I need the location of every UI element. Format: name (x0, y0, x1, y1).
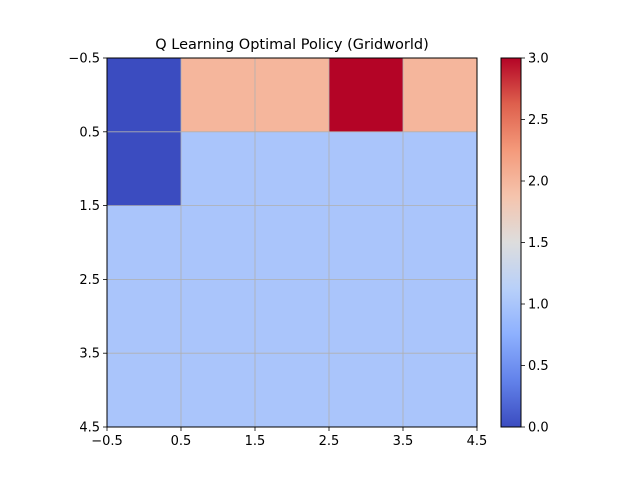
heatmap-cell-r0-c2 (255, 58, 329, 132)
heatmap-cell-r4-c1 (181, 353, 255, 427)
heatmap-cell-r3-c0 (107, 279, 181, 354)
heatmap-cell-r2-c3 (329, 205, 403, 280)
x-tick-label-3: 2.5 (319, 434, 340, 449)
x-axis-ticks: −0.5 0.5 1.5 2.5 3.5 4.5 (91, 427, 487, 449)
heatmap-cell-r2-c2 (255, 205, 329, 280)
x-tick-label-0: −0.5 (91, 434, 123, 449)
x-tick-label-4: 3.5 (393, 434, 414, 449)
colorbar: 0.0 0.5 1.0 1.5 2.0 2.5 3.0 (500, 52, 549, 436)
heatmap-cell-r2-c0 (107, 205, 181, 280)
heatmap-cell-r4-c4 (403, 353, 477, 427)
heatmap-cell-r2-c1 (181, 205, 255, 280)
y-tick-label-5: 4.5 (79, 421, 100, 436)
axes-frame (106, 57, 478, 428)
heatmap-cell-r1-c1 (181, 131, 255, 206)
y-tick-label-1: 0.5 (79, 125, 100, 140)
heatmap-cell-r1-c2 (255, 131, 329, 206)
y-tick-label-2: 1.5 (79, 199, 100, 214)
heatmap-cell-r1-c3 (329, 131, 403, 206)
x-tick-label-2: 1.5 (245, 434, 266, 449)
colorbar-tick-label-2: 1.0 (528, 298, 549, 313)
heatmap-cell-r1-c0 (107, 131, 181, 206)
heatmap-cell-r1-c4 (403, 131, 477, 206)
y-tick-label-3: 2.5 (79, 273, 100, 288)
colorbar-tick-label-0: 0.0 (528, 421, 549, 436)
colorbar-tick-label-3: 1.5 (528, 236, 549, 251)
y-tick-label-0: −0.5 (68, 52, 100, 67)
colorbar-tick-label-1: 0.5 (528, 359, 549, 374)
heatmap-cell-r3-c3 (329, 279, 403, 354)
heatmap-cell-r4-c3 (329, 353, 403, 427)
colorbar-gradient (501, 58, 521, 427)
colorbar-tick-label-5: 2.5 (528, 113, 549, 128)
heatmap-cell-r4-c2 (255, 353, 329, 427)
y-tick-label-4: 3.5 (79, 347, 100, 362)
heatmap-cell-r3-c1 (181, 279, 255, 354)
colorbar-tick-label-6: 3.0 (528, 52, 549, 67)
x-tick-label-5: 4.5 (467, 434, 488, 449)
heatmap-cell-r0-c4 (403, 58, 477, 132)
heatmap-cell-r0-c1 (181, 58, 255, 132)
heatmap-cells (107, 58, 477, 427)
heatmap-cell-r4-c0 (107, 353, 181, 427)
heatmap-cell-r3-c4 (403, 279, 477, 354)
heatmap-cell-r0-c3 (329, 58, 403, 132)
colorbar-tick-label-4: 2.0 (528, 175, 549, 190)
chart-title: Q Learning Optimal Policy (Gridworld) (155, 37, 429, 53)
x-tick-label-1: 0.5 (171, 434, 192, 449)
y-axis-ticks: −0.5 0.5 1.5 2.5 3.5 4.5 (68, 52, 107, 436)
heatmap-cell-r2-c4 (403, 205, 477, 280)
heatmap-cell-r3-c2 (255, 279, 329, 354)
colorbar-ticks: 0.0 0.5 1.0 1.5 2.0 2.5 3.0 (521, 52, 549, 436)
heatmap-cell-r0-c0 (107, 58, 181, 132)
